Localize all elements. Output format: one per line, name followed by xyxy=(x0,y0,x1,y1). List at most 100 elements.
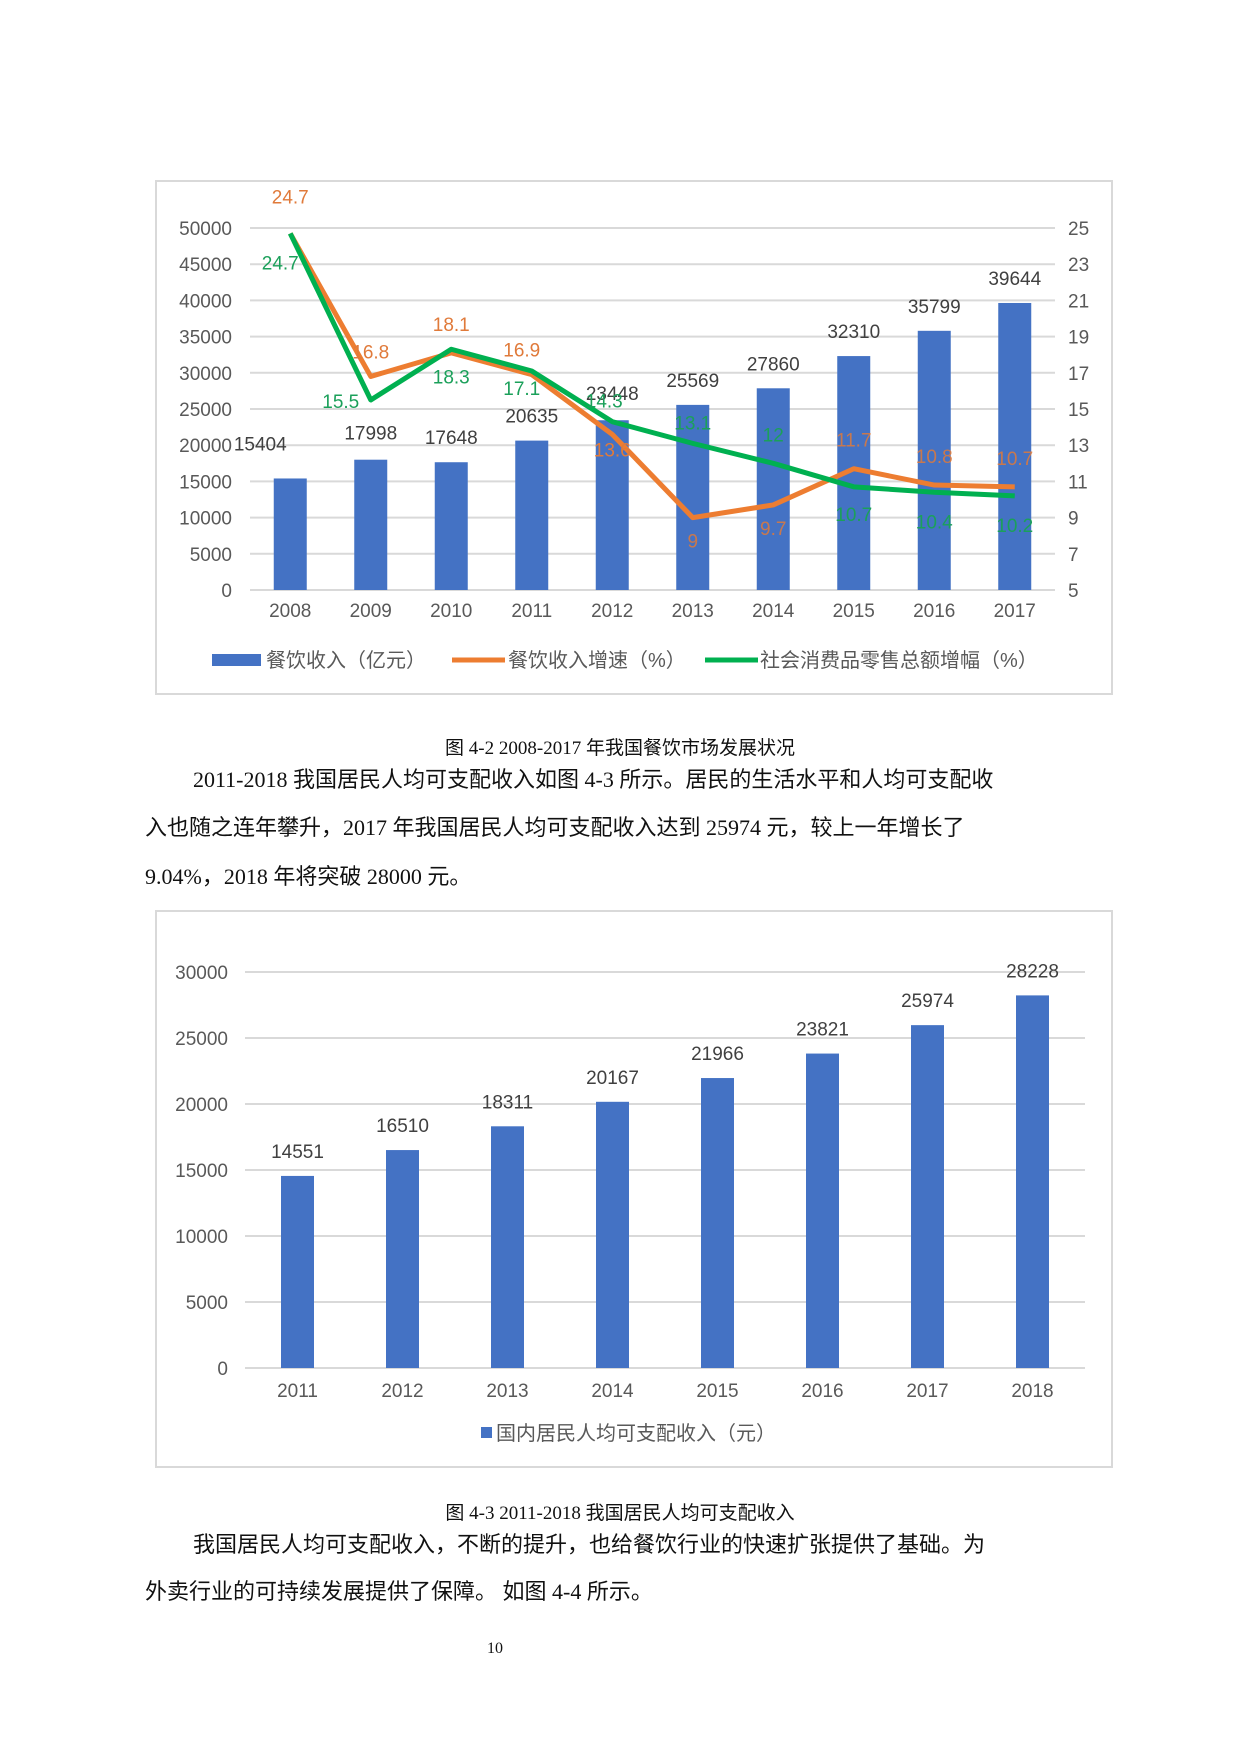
bar-value-label: 39644 xyxy=(988,269,1041,290)
retail-growth-label: 10.4 xyxy=(916,512,953,533)
x-axis-label: 2013 xyxy=(672,601,714,622)
left-axis-tick: 30000 xyxy=(179,364,232,385)
bar xyxy=(515,440,549,590)
right-axis-tick: 7 xyxy=(1068,545,1079,566)
bar-value-label: 28228 xyxy=(1006,961,1059,982)
restaurant-market-chart-plot: 0 5 5000 7 10000 9 15000 11 20000 13 25000 15 30000 1… xyxy=(179,187,1089,672)
paragraph-2-line-2: 外卖行业的可持续发展提供了保障。 如图 4-4 所示。 xyxy=(145,1579,653,1604)
retail-growth-label: 17.1 xyxy=(503,379,540,400)
bar xyxy=(281,1175,314,1368)
left-axis-tick: 15000 xyxy=(179,472,232,493)
bar xyxy=(998,302,1032,590)
restaurant-growth-label: 16.8 xyxy=(352,342,389,363)
figure-caption-4-3: 图 4-3 2011-2018 我国居民人均可支配收入 xyxy=(445,1503,795,1524)
x-axis-label: 2012 xyxy=(591,601,633,622)
right-axis-tick: 17 xyxy=(1068,364,1089,385)
left-axis-tick: 0 xyxy=(221,581,232,602)
y-axis-tick: 30000 xyxy=(175,963,228,984)
left-axis-tick: 10000 xyxy=(179,509,232,530)
left-axis-tick: 25000 xyxy=(179,400,232,421)
restaurant-growth-label: 10.7 xyxy=(996,449,1033,470)
legend-label: 餐饮收入增速（%） xyxy=(508,649,686,672)
bar-value-label: 23821 xyxy=(796,1020,849,1041)
bar-value-label: 16510 xyxy=(376,1116,429,1137)
left-axis-tick: 50000 xyxy=(179,219,232,240)
retail-growth-line xyxy=(287,232,1015,499)
legend-label: 社会消费品零售总额增幅（%） xyxy=(760,649,1038,672)
disposable-income-chart-plot: 0 5000 10000 15000 20000 25000 30000 14551 16510… xyxy=(175,961,1085,1445)
x-axis-label: 2009 xyxy=(350,601,392,622)
bar-value-label: 18311 xyxy=(482,1092,533,1113)
x-axis-label: 2016 xyxy=(913,601,955,622)
left-axis-tick: 45000 xyxy=(179,255,232,276)
bar-value-label: 14551 xyxy=(271,1142,324,1163)
x-axis-label: 2015 xyxy=(833,601,875,622)
bar-value-label: 21966 xyxy=(691,1044,744,1065)
restaurant-growth-label: 16.9 xyxy=(503,341,540,362)
disposable-income-chart: 0 5000 10000 15000 20000 25000 30000 14551 16510… xyxy=(155,910,1113,1468)
legend-label: 餐饮收入（亿元） xyxy=(266,649,426,672)
x-axis-label: 2012 xyxy=(381,1381,423,1402)
retail-growth-label: 10.7 xyxy=(835,505,872,526)
right-axis-tick: 11 xyxy=(1068,472,1088,493)
left-axis-tick: 20000 xyxy=(179,436,232,457)
bar xyxy=(701,1078,734,1368)
retail-growth-label: 15.5 xyxy=(322,392,359,413)
right-axis-tick: 13 xyxy=(1068,436,1089,457)
left-axis-tick: 35000 xyxy=(179,328,232,349)
retail-growth-label: 18.3 xyxy=(433,367,470,388)
bar xyxy=(386,1150,419,1368)
bar-value-label: 25569 xyxy=(666,371,719,392)
y-axis-tick: 5000 xyxy=(186,1293,228,1314)
bar xyxy=(434,462,468,590)
restaurant-growth-label: 9 xyxy=(687,532,698,553)
retail-growth-label: 10.2 xyxy=(996,516,1033,537)
retail-growth-label: 24.7 xyxy=(262,253,299,274)
page-number: 10 xyxy=(487,1640,503,1657)
bar xyxy=(273,478,307,590)
y-axis-tick: 10000 xyxy=(175,1227,228,1248)
bar xyxy=(911,1025,944,1368)
x-axis-label: 2018 xyxy=(1011,1381,1053,1402)
y-axis-tick: 0 xyxy=(217,1359,228,1380)
paragraph-2-line-1: 我国居民人均可支配收入，不断的提升，也给餐饮行业的快速扩张提供了基础。为 xyxy=(193,1532,986,1557)
restaurant-growth-line xyxy=(288,232,1015,521)
bar-value-label: 17648 xyxy=(425,428,478,449)
right-axis-tick: 25 xyxy=(1068,219,1089,240)
right-axis-tick: 5 xyxy=(1068,581,1079,602)
bar-value-label: 35799 xyxy=(908,297,961,318)
x-axis-label: 2011 xyxy=(277,1381,318,1402)
bar-value-label: 20635 xyxy=(505,407,558,428)
restaurant-growth-label: 10.8 xyxy=(916,447,953,468)
right-axis-tick: 21 xyxy=(1068,291,1089,312)
right-axis-tick: 19 xyxy=(1068,328,1089,349)
legend-bar-swatch xyxy=(481,1427,492,1438)
restaurant-growth-label: 13.6 xyxy=(594,440,631,461)
restaurant-growth-label: 24.7 xyxy=(272,187,309,208)
retail-growth-label: 14.3 xyxy=(586,392,623,413)
legend-label: 国内居民人均可支配收入（元） xyxy=(496,1422,776,1445)
bar xyxy=(491,1126,524,1368)
paragraph-1-line-3: 9.04%，2018 年将突破 28000 元。 xyxy=(145,864,472,889)
x-axis-label: 2010 xyxy=(430,601,472,622)
x-axis-label: 2008 xyxy=(269,601,311,622)
bar xyxy=(917,330,951,590)
x-axis-label: 2017 xyxy=(994,601,1036,622)
bar-value-label: 25974 xyxy=(901,991,954,1012)
y-axis-tick: 15000 xyxy=(175,1161,228,1182)
bar xyxy=(354,459,388,590)
bar-value-label: 17998 xyxy=(344,424,397,445)
bar xyxy=(596,1101,629,1368)
restaurant-market-chart: 0 5 5000 7 10000 9 15000 11 20000 13 25000 15 30000 1… xyxy=(155,180,1113,695)
bar-value-label: 15404 xyxy=(234,434,287,455)
x-axis-label: 2011 xyxy=(511,601,552,622)
paragraph-1-line-2: 入也随之连年攀升，2017 年我国居民人均可支配收入达到 25974 元，较上一… xyxy=(145,815,965,840)
bar-value-label: 32310 xyxy=(827,322,880,343)
paragraph-1-line-1: 2011-2018 我国居民人均可支配收入如图 4-3 所示。居民的生活水平和人… xyxy=(193,767,994,792)
y-axis-tick: 20000 xyxy=(175,1095,228,1116)
restaurant-growth-label: 18.1 xyxy=(433,315,470,336)
bar xyxy=(676,404,710,590)
x-axis-label: 2015 xyxy=(696,1381,738,1402)
bar xyxy=(806,1053,839,1368)
left-axis-tick: 40000 xyxy=(179,291,232,312)
